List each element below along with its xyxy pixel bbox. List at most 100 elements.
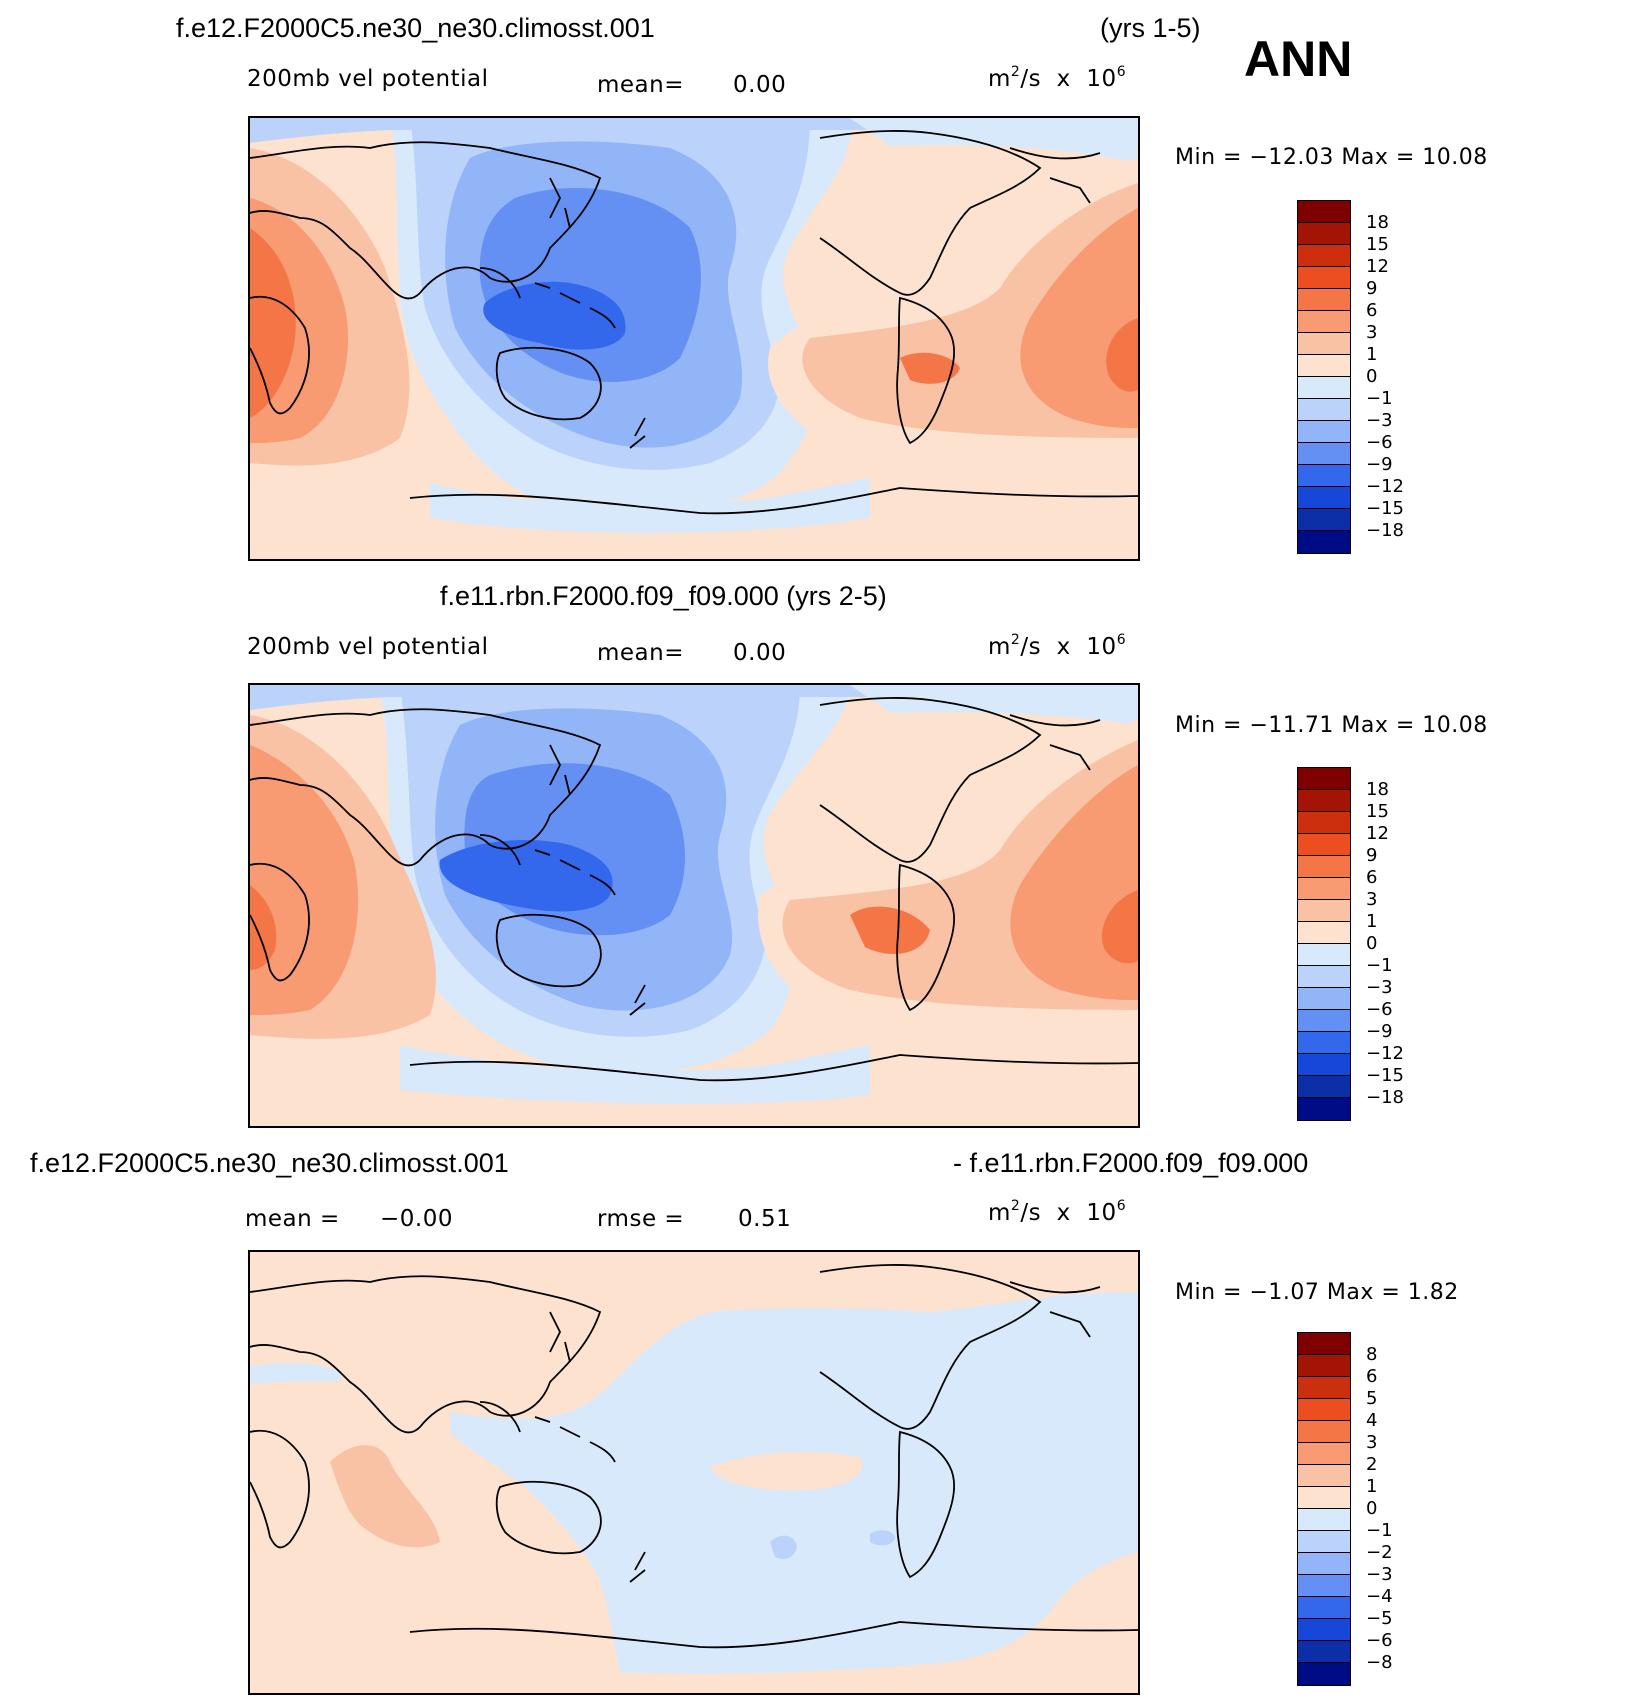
- panel2-minmax: Min = −11.71 Max = 10.08: [1175, 713, 1488, 738]
- colorbar-swatch: [1298, 1487, 1350, 1509]
- colorbar-label: −15: [1366, 1065, 1404, 1086]
- colorbar-label: 2: [1366, 1454, 1378, 1475]
- colorbar-label: −12: [1366, 1043, 1404, 1064]
- colorbar-label: −18: [1366, 1087, 1404, 1108]
- colorbar-label: 4: [1366, 1410, 1378, 1431]
- colorbar-swatch: [1298, 1355, 1350, 1377]
- panel3-rmse-value: 0.51: [738, 1206, 792, 1232]
- colorbar-swatch: [1298, 966, 1350, 988]
- colorbar-swatch: [1298, 812, 1350, 834]
- colorbar-label: 18: [1366, 779, 1389, 800]
- panel1-title-left: f.e12.F2000C5.ne30_ne30.climosst.001: [176, 13, 655, 43]
- panel1-colorbar: [1297, 200, 1351, 554]
- colorbar-label: −1: [1366, 1520, 1393, 1541]
- colorbar-swatch: [1298, 1443, 1350, 1465]
- colorbar-label: −2: [1366, 1542, 1393, 1563]
- colorbar-swatch: [1298, 1619, 1350, 1641]
- panel1-units: m2/s x 106: [988, 64, 1127, 92]
- colorbar-label: 12: [1366, 256, 1389, 277]
- colorbar-swatch: [1298, 311, 1350, 333]
- colorbar-swatch: [1298, 1399, 1350, 1421]
- colorbar-swatch: [1298, 465, 1350, 487]
- panel3-mean-label: mean =: [245, 1206, 340, 1232]
- colorbar-label: 18: [1366, 212, 1389, 233]
- panel3-title-left: f.e12.F2000C5.ne30_ne30.climosst.001: [30, 1148, 509, 1178]
- colorbar-label: 3: [1366, 322, 1378, 343]
- panel2-title: f.e11.rbn.F2000.f09_f09.000 (yrs 2-5): [440, 581, 887, 611]
- colorbar-label: −6: [1366, 999, 1393, 1020]
- colorbar-label: −8: [1366, 1652, 1393, 1673]
- colorbar-swatch: [1298, 509, 1350, 531]
- colorbar-swatch: [1298, 1663, 1350, 1685]
- colorbar-swatch: [1298, 900, 1350, 922]
- colorbar-label: 3: [1366, 889, 1378, 910]
- colorbar-label: 8: [1366, 1344, 1378, 1365]
- colorbar-label: 9: [1366, 845, 1378, 866]
- colorbar-label: −18: [1366, 520, 1404, 541]
- colorbar-label: 6: [1366, 867, 1378, 888]
- panel2-mean-value: 0.00: [733, 640, 787, 666]
- panel1-minmax: Min = −12.03 Max = 10.08: [1175, 145, 1488, 170]
- colorbar-swatch: [1298, 856, 1350, 878]
- panel2-colorbar: [1297, 767, 1351, 1121]
- colorbar-label: 0: [1366, 366, 1378, 387]
- colorbar-swatch: [1298, 289, 1350, 311]
- colorbar-label: −3: [1366, 410, 1393, 431]
- colorbar-swatch: [1298, 1032, 1350, 1054]
- panel2-units: m2/s x 106: [988, 632, 1127, 660]
- colorbar-swatch: [1298, 1575, 1350, 1597]
- colorbar-swatch: [1298, 768, 1350, 790]
- colorbar-label: −5: [1366, 1608, 1393, 1629]
- panel3-mean-value: −0.00: [380, 1206, 453, 1232]
- panel1-map: [248, 116, 1140, 561]
- colorbar-swatch: [1298, 988, 1350, 1010]
- panel3-units: m2/s x 106: [988, 1198, 1127, 1226]
- colorbar-label: 6: [1366, 1366, 1378, 1387]
- colorbar-swatch: [1298, 201, 1350, 223]
- colorbar-swatch: [1298, 944, 1350, 966]
- colorbar-label: −9: [1366, 454, 1393, 475]
- colorbar-label: 9: [1366, 278, 1378, 299]
- panel1-mean-value: 0.00: [733, 72, 787, 98]
- panel2-field-label: 200mb vel potential: [247, 634, 489, 660]
- colorbar-label: 15: [1366, 801, 1389, 822]
- colorbar-swatch: [1298, 1054, 1350, 1076]
- colorbar-label: −6: [1366, 432, 1393, 453]
- colorbar-label: 15: [1366, 234, 1389, 255]
- colorbar-swatch: [1298, 1377, 1350, 1399]
- colorbar-swatch: [1298, 834, 1350, 856]
- colorbar-label: 6: [1366, 300, 1378, 321]
- colorbar-label: −12: [1366, 476, 1404, 497]
- colorbar-swatch: [1298, 355, 1350, 377]
- colorbar-label: −4: [1366, 1586, 1393, 1607]
- colorbar-label: −1: [1366, 388, 1393, 409]
- colorbar-label: 12: [1366, 823, 1389, 844]
- season-label: ANN: [1244, 31, 1353, 87]
- colorbar-swatch: [1298, 1641, 1350, 1663]
- panel1-field-label: 200mb vel potential: [247, 66, 489, 92]
- colorbar-label: −3: [1366, 1564, 1393, 1585]
- colorbar-swatch: [1298, 1465, 1350, 1487]
- colorbar-swatch: [1298, 487, 1350, 509]
- colorbar-swatch: [1298, 878, 1350, 900]
- colorbar-label: 1: [1366, 344, 1378, 365]
- colorbar-swatch: [1298, 1531, 1350, 1553]
- colorbar-label: −15: [1366, 498, 1404, 519]
- colorbar-swatch: [1298, 531, 1350, 553]
- colorbar-swatch: [1298, 1597, 1350, 1619]
- colorbar-swatch: [1298, 1509, 1350, 1531]
- colorbar-label: 0: [1366, 1498, 1378, 1519]
- panel3-map: [248, 1250, 1140, 1695]
- colorbar-swatch: [1298, 1333, 1350, 1355]
- panel3-colorbar: [1297, 1332, 1351, 1686]
- colorbar-swatch: [1298, 1421, 1350, 1443]
- colorbar-label: 3: [1366, 1432, 1378, 1453]
- colorbar-label: −6: [1366, 1630, 1393, 1651]
- colorbar-label: −9: [1366, 1021, 1393, 1042]
- colorbar-swatch: [1298, 922, 1350, 944]
- colorbar-swatch: [1298, 399, 1350, 421]
- colorbar-swatch: [1298, 1553, 1350, 1575]
- panel3-minmax: Min = −1.07 Max = 1.82: [1175, 1280, 1459, 1305]
- colorbar-swatch: [1298, 1098, 1350, 1120]
- panel1-title-right: (yrs 1-5): [1100, 13, 1201, 43]
